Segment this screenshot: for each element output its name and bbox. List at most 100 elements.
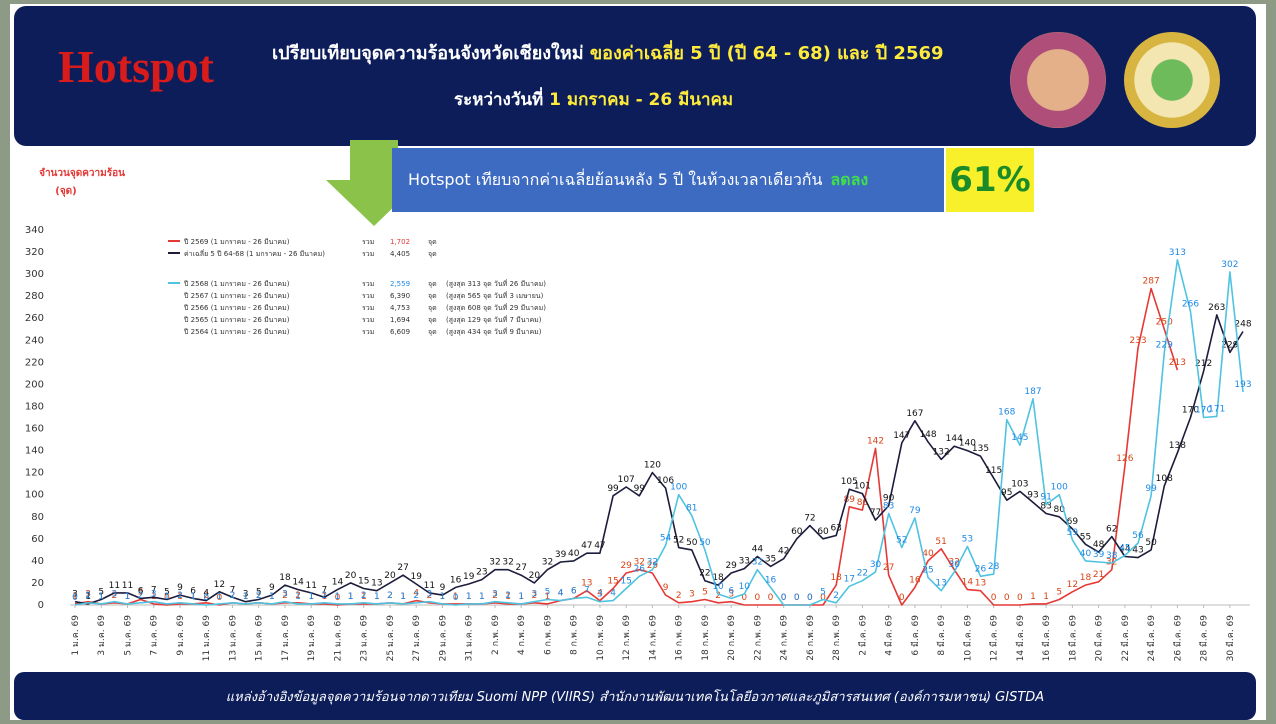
data-label: 126 xyxy=(1116,454,1133,464)
data-label: 1 xyxy=(335,592,341,602)
data-label: 50 xyxy=(699,538,711,548)
data-label: 15 xyxy=(358,576,369,586)
data-label: 2 xyxy=(387,591,393,601)
x-tick-label: 10 มี.ค. 69 xyxy=(962,615,973,662)
data-label: 60 xyxy=(791,527,803,537)
banner: Hotspot เทียบจากค่าเฉลี่ยย้อนหลัง 5 ปี ใ… xyxy=(392,148,944,212)
period-yellow: 1 มกราคม - 26 มีนาคม xyxy=(549,90,734,110)
data-label: 13 xyxy=(371,579,382,589)
y-tick-label: 200 xyxy=(25,379,44,390)
data-label: 0 xyxy=(794,593,800,603)
data-label: 4 xyxy=(558,589,564,599)
y-tick-label: 300 xyxy=(25,269,44,280)
data-label: 13 xyxy=(975,579,986,589)
data-label: 3 xyxy=(85,590,91,600)
data-label: 0 xyxy=(216,593,222,603)
y-tick-label: 140 xyxy=(25,446,44,457)
y-tick-label: 60 xyxy=(31,534,44,545)
data-label: 77 xyxy=(870,508,881,518)
data-label: 6 xyxy=(571,586,577,596)
data-label: 115 xyxy=(985,466,1002,476)
data-label: 167 xyxy=(906,409,923,419)
data-label: 69 xyxy=(1067,517,1079,527)
data-label: 5 xyxy=(545,587,551,597)
y-tick-label: 40 xyxy=(31,556,44,567)
legend-total: 4,753 xyxy=(390,304,410,312)
data-label: 2 xyxy=(715,591,721,601)
y-tick-label: 80 xyxy=(31,512,44,523)
data-label: 15 xyxy=(607,576,618,586)
y-tick-label: 180 xyxy=(25,401,44,412)
data-label: 1 xyxy=(243,592,249,602)
x-tick-label: 11 ม.ค. 69 xyxy=(202,615,212,662)
data-label: 2 xyxy=(256,591,262,601)
x-tick-label: 22 ก.พ. 69 xyxy=(753,615,763,661)
legend-sum: รวม xyxy=(362,328,374,336)
data-label: 20 xyxy=(384,571,396,581)
data-label: 266 xyxy=(1182,300,1199,310)
title-yellow: ของค่าเฉลี่ย 5 ปี (ปี 64 - 68) และ ปี 25… xyxy=(589,43,944,64)
x-tick-label: 19 ม.ค. 69 xyxy=(307,615,317,662)
data-label: 1 xyxy=(374,592,380,602)
data-label: 2 xyxy=(230,591,236,601)
data-label: 29 xyxy=(647,561,659,571)
data-label: 1 xyxy=(348,592,354,602)
data-label: 15 xyxy=(620,576,631,586)
data-label: 168 xyxy=(998,408,1015,418)
data-label: 3 xyxy=(72,590,78,600)
data-label: 14 xyxy=(292,578,304,588)
data-label: 9 xyxy=(269,583,275,593)
data-label: 142 xyxy=(867,436,884,446)
data-label: 62 xyxy=(1106,525,1117,535)
data-label: 263 xyxy=(1208,303,1225,313)
data-label: 13 xyxy=(935,579,946,589)
data-label: 18 xyxy=(279,573,291,583)
data-label: 1 xyxy=(177,592,183,602)
data-label: 2 xyxy=(321,591,327,601)
data-label: 11 xyxy=(109,581,120,591)
legend-sum: รวม xyxy=(362,292,374,300)
data-label: 3 xyxy=(426,590,432,600)
data-label: 100 xyxy=(670,483,687,493)
data-label: 25 xyxy=(922,565,933,575)
data-label: 7 xyxy=(321,585,327,595)
data-label: 23 xyxy=(476,568,487,578)
data-label: 1 xyxy=(374,592,380,602)
x-tick-label: 13 ม.ค. 69 xyxy=(228,615,238,662)
data-label: 53 xyxy=(962,535,973,545)
data-label: 0 xyxy=(203,593,209,603)
data-label: 2 xyxy=(833,591,839,601)
x-tick-label: 3 ม.ค. 69 xyxy=(97,615,107,656)
x-tick-label: 21 ม.ค. 69 xyxy=(333,615,343,662)
logo xyxy=(1010,32,1106,128)
legend-unit: จุด xyxy=(428,292,437,300)
legend-unit: จุด xyxy=(428,316,437,324)
data-label: 32 xyxy=(752,558,763,568)
data-label: 132 xyxy=(933,447,950,457)
data-label: 7 xyxy=(230,585,236,595)
banner-text: Hotspot เทียบจากค่าเฉลี่ยย้อนหลัง 5 ปี ใ… xyxy=(408,169,823,189)
data-label: 2 xyxy=(230,591,236,601)
x-tick-label: 18 ก.พ. 69 xyxy=(701,615,711,661)
data-label: 0 xyxy=(335,593,341,603)
data-label: 43 xyxy=(1132,546,1143,556)
data-label: 1 xyxy=(295,592,301,602)
data-label: 313 xyxy=(1169,248,1186,258)
legend-total: 6,609 xyxy=(390,328,410,336)
legend-unit: จุด xyxy=(428,280,437,288)
x-tick-label: 27 ม.ค. 69 xyxy=(412,615,422,662)
data-label: 2 xyxy=(492,591,498,601)
data-label: 0 xyxy=(807,593,813,603)
data-label: 18 xyxy=(712,573,724,583)
data-label: 10 xyxy=(712,582,724,592)
data-label: 39 xyxy=(1093,550,1105,560)
data-label: 5 xyxy=(702,587,708,597)
data-label: 1 xyxy=(243,592,249,602)
data-label: 1 xyxy=(440,592,446,602)
data-label: 1 xyxy=(479,592,485,602)
data-label: 101 xyxy=(854,482,871,492)
data-label: 59 xyxy=(1067,528,1079,538)
data-label: 2 xyxy=(282,591,288,601)
data-label: 7 xyxy=(151,585,157,595)
